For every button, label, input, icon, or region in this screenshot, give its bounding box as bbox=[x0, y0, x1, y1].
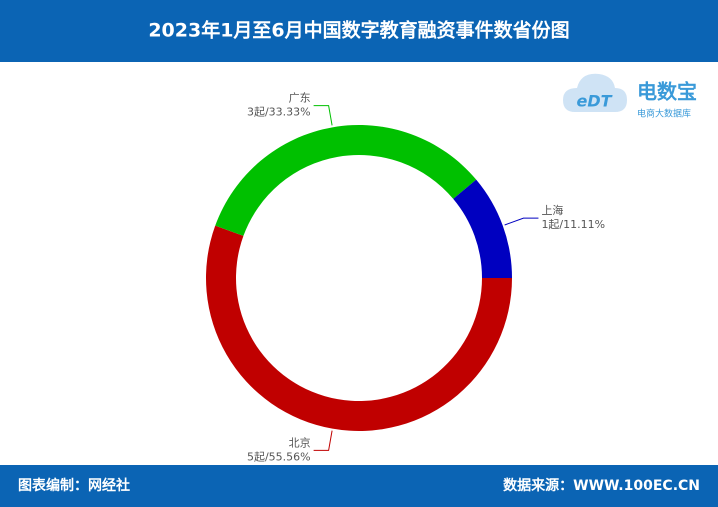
slice bbox=[453, 179, 512, 278]
value-label: 1起/11.11% bbox=[541, 218, 605, 231]
chart-title: 2023年1月至6月中国数字教育融资事件数省份图 bbox=[148, 19, 569, 42]
slice-label: 上海 bbox=[541, 203, 563, 217]
slice bbox=[206, 225, 513, 432]
value-label: 3起/33.33% bbox=[247, 106, 311, 119]
leader-line bbox=[504, 217, 539, 226]
slice-label: 广东 bbox=[289, 92, 311, 105]
leader-line bbox=[313, 430, 333, 451]
slice bbox=[215, 125, 477, 236]
logo-tagline: 电商大数据库 bbox=[637, 108, 691, 120]
logo: eDT 电数宝 电商大数据库 bbox=[563, 73, 697, 120]
logo-cloud bbox=[563, 73, 627, 112]
leader-line bbox=[313, 105, 333, 126]
value-label: 5起/55.56% bbox=[247, 450, 311, 463]
slice-label: 北京 bbox=[289, 435, 311, 449]
logo-mark: eDT bbox=[576, 92, 612, 111]
footer-left: 图表编制：网经社 bbox=[18, 477, 130, 494]
footer-right: 数据来源：WWW.100EC.CN bbox=[503, 477, 700, 494]
logo-name: 电数宝 bbox=[637, 80, 697, 104]
footer-bar bbox=[0, 465, 718, 507]
header-bar bbox=[0, 0, 718, 62]
